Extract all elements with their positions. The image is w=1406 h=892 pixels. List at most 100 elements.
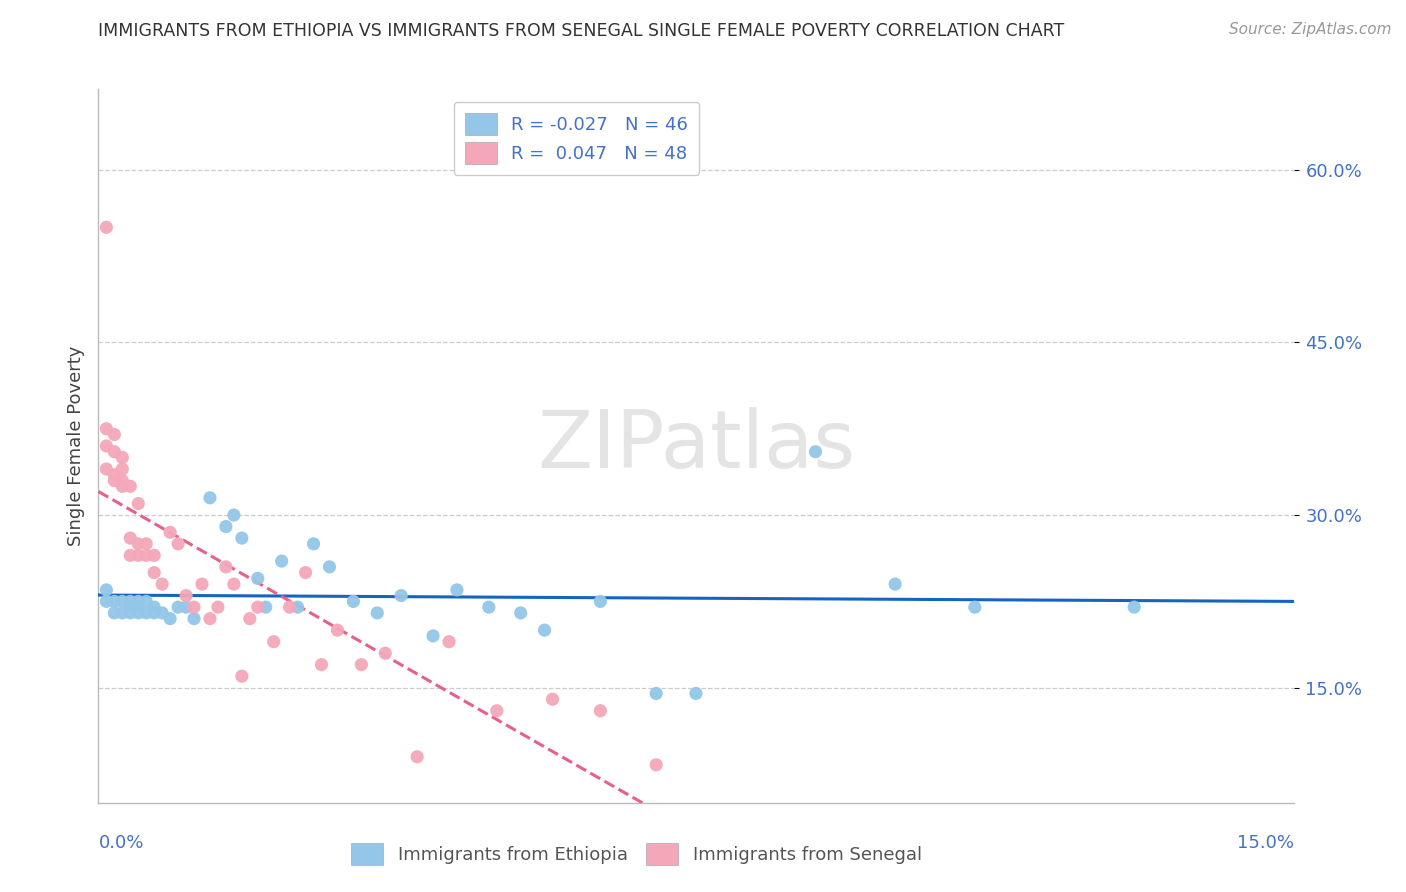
Point <box>278 600 301 615</box>
Point <box>198 491 221 505</box>
Point <box>326 623 349 637</box>
Point <box>127 606 149 620</box>
Point <box>311 657 333 672</box>
Point <box>167 537 190 551</box>
Text: Source: ZipAtlas.com: Source: ZipAtlas.com <box>1229 22 1392 37</box>
Point <box>231 531 253 545</box>
Point <box>103 467 125 482</box>
Point <box>143 566 166 580</box>
Point <box>103 594 125 608</box>
Point <box>533 623 555 637</box>
Point <box>437 634 460 648</box>
Point <box>685 686 707 700</box>
Point <box>478 600 501 615</box>
Point <box>174 589 197 603</box>
Point <box>127 549 149 563</box>
Point <box>406 749 429 764</box>
Point <box>135 537 157 551</box>
Point <box>96 594 118 608</box>
Point <box>135 606 157 620</box>
Point <box>103 427 125 442</box>
Point <box>103 444 125 458</box>
Point <box>191 577 214 591</box>
Point <box>120 594 142 608</box>
Point <box>96 439 118 453</box>
Point <box>366 606 388 620</box>
Point <box>111 606 134 620</box>
Point <box>103 474 125 488</box>
Text: ZIPatlas: ZIPatlas <box>537 407 855 485</box>
Point <box>159 612 181 626</box>
Point <box>270 554 292 568</box>
Point <box>111 594 134 608</box>
Point <box>207 600 229 615</box>
Point <box>127 537 149 551</box>
Point <box>96 462 118 476</box>
Point <box>120 606 142 620</box>
Text: IMMIGRANTS FROM ETHIOPIA VS IMMIGRANTS FROM SENEGAL SINGLE FEMALE POVERTY CORREL: IMMIGRANTS FROM ETHIOPIA VS IMMIGRANTS F… <box>98 22 1064 40</box>
Point <box>239 612 262 626</box>
Text: 15.0%: 15.0% <box>1236 834 1294 852</box>
Point <box>318 559 340 574</box>
Point <box>446 582 468 597</box>
Point <box>103 606 125 620</box>
Point <box>135 594 157 608</box>
Point <box>541 692 564 706</box>
Point <box>485 704 508 718</box>
Point <box>135 549 157 563</box>
Point <box>120 479 142 493</box>
Point <box>294 566 316 580</box>
Point <box>222 508 245 522</box>
Point <box>215 559 238 574</box>
Point <box>589 594 612 608</box>
Point <box>246 600 269 615</box>
Point <box>111 479 134 493</box>
Point <box>963 600 986 615</box>
Point <box>422 629 444 643</box>
Point <box>111 462 134 476</box>
Point <box>111 450 134 465</box>
Point <box>231 669 253 683</box>
Point <box>127 594 149 608</box>
Text: 0.0%: 0.0% <box>98 834 143 852</box>
Point <box>111 474 134 488</box>
Point <box>302 537 325 551</box>
Point <box>342 594 364 608</box>
Point <box>143 600 166 615</box>
Point <box>96 582 118 597</box>
Y-axis label: Single Female Poverty: Single Female Poverty <box>66 346 84 546</box>
Point <box>263 634 285 648</box>
Point <box>183 612 205 626</box>
Legend: Immigrants from Ethiopia, Immigrants from Senegal: Immigrants from Ethiopia, Immigrants fro… <box>343 836 929 872</box>
Point <box>120 549 142 563</box>
Point <box>120 531 142 545</box>
Point <box>509 606 531 620</box>
Point <box>120 600 142 615</box>
Point <box>150 606 173 620</box>
Point <box>198 612 221 626</box>
Point <box>127 497 149 511</box>
Point <box>127 600 149 615</box>
Point <box>96 220 118 235</box>
Point <box>143 606 166 620</box>
Point <box>884 577 907 591</box>
Point <box>589 704 612 718</box>
Point <box>96 422 118 436</box>
Point <box>167 600 190 615</box>
Point <box>222 577 245 591</box>
Point <box>1123 600 1146 615</box>
Point <box>174 600 197 615</box>
Point <box>215 519 238 533</box>
Point <box>254 600 277 615</box>
Point <box>183 600 205 615</box>
Point <box>804 444 827 458</box>
Point <box>374 646 396 660</box>
Point <box>159 525 181 540</box>
Point <box>350 657 373 672</box>
Point <box>246 571 269 585</box>
Point <box>150 577 173 591</box>
Point <box>143 549 166 563</box>
Point <box>645 757 668 772</box>
Point <box>287 600 309 615</box>
Point <box>389 589 412 603</box>
